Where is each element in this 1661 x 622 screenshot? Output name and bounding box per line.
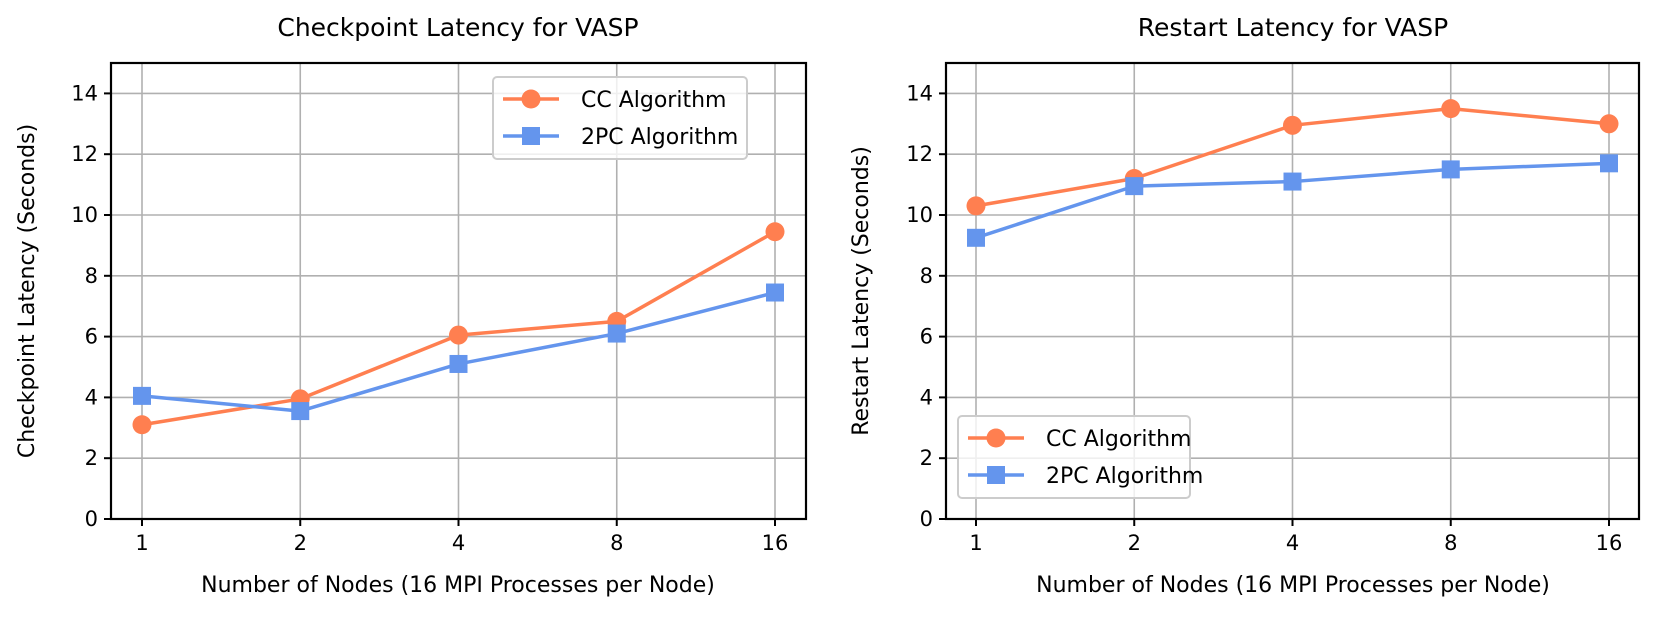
x-tick-label: 1 [135,531,148,555]
chart-title: Checkpoint Latency for VASP [277,13,638,42]
legend-label-2pc: 2PC Algorithm [1046,464,1203,489]
legend: CC Algorithm 2PC Algorithm [957,415,1203,499]
grid [946,63,1639,519]
x-tick-label: 4 [1286,531,1299,555]
y-axis-label: Checkpoint Latency (Seconds) [15,124,40,458]
data-point [133,386,151,405]
x-tick-label: 16 [1596,531,1623,555]
legend-label-2pc: 2PC Algorithm [581,125,738,150]
data-point [765,222,785,242]
checkpoint-latency-chart: Checkpoint Latency for VASP 024681012141… [15,13,808,598]
legend-label-cc: CC Algorithm [1046,427,1191,452]
series-cc [966,99,1619,216]
legend-item-2pc: 2PC Algorithm [503,125,738,150]
data-point [1599,114,1619,134]
y-tick-label: 14 [71,81,98,105]
y-tick-label: 12 [71,142,98,166]
circle-marker-icon [521,89,541,109]
data-point [1441,160,1460,179]
y-tick-label: 2 [85,446,98,470]
x-tick-label: 8 [610,531,623,555]
data-point [132,415,152,435]
legend-item-cc: CC Algorithm [503,88,726,113]
x-tick-label: 4 [452,531,465,555]
data-point [966,196,986,216]
y-tick-label: 8 [920,264,933,288]
x-tick-label: 16 [762,531,789,555]
data-point [1283,115,1302,135]
y-tick-label: 10 [906,203,933,227]
data-point [766,283,784,302]
series-twopc [133,283,784,421]
legend: CC Algorithm 2PC Algorithm [492,76,748,160]
data-point [449,325,468,345]
data-point [607,324,626,343]
y-tick-label: 12 [906,142,933,166]
series-layer [132,222,785,435]
y-tick-label: 10 [71,203,98,227]
data-point [1125,177,1144,196]
data-point [1283,172,1302,191]
y-tick-label: 0 [85,507,98,531]
data-point [967,228,985,247]
y-axis-label: Restart Latency (Seconds) [849,146,874,436]
data-point [1441,99,1461,119]
y-tick-label: 4 [920,385,933,409]
y-tick-label: 2 [920,446,933,470]
legend-label-cc: CC Algorithm [581,88,726,113]
y-tick-label: 6 [920,325,933,349]
x-tick-label: 1 [969,531,982,555]
legend-item-cc: CC Algorithm [968,427,1191,452]
y-tick-label: 0 [920,507,933,531]
y-tick-label: 6 [85,325,98,349]
y-tick-label: 8 [85,264,98,288]
x-tick-label: 2 [1128,531,1141,555]
x-axis-label: Number of Nodes (16 MPI Processes per No… [201,573,715,598]
square-marker-icon [522,127,540,145]
data-point [449,354,468,373]
chart-title: Restart Latency for VASP [1138,13,1448,42]
x-tick-label: 2 [294,531,307,555]
square-marker-icon [987,466,1005,484]
series-twopc [967,154,1618,247]
y-tick-label: 14 [906,81,933,105]
legend-item-2pc: 2PC Algorithm [968,464,1203,489]
data-point [1600,154,1618,173]
x-tick-label: 8 [1444,531,1457,555]
y-tick-label: 4 [85,385,98,409]
data-point [291,402,310,421]
x-axis-label: Number of Nodes (16 MPI Processes per No… [1036,573,1550,598]
circle-marker-icon [986,428,1006,448]
series-layer [966,99,1619,247]
